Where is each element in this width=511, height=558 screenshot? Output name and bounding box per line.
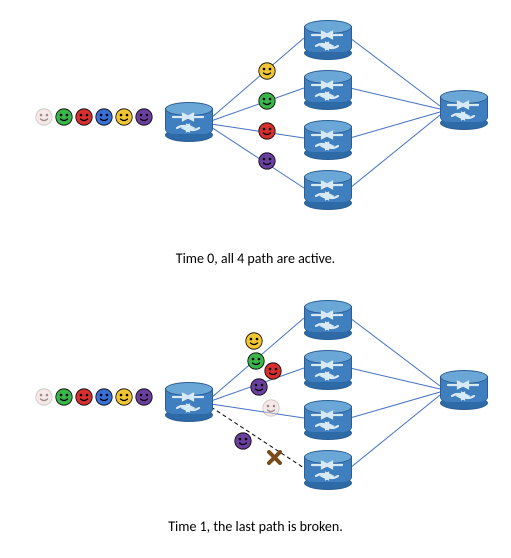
queue-smiley-blue	[95, 388, 113, 406]
caption-t1: Time 1, the last path is broken.	[0, 518, 511, 535]
path-smiley-green	[258, 92, 276, 110]
queue-smiley-green	[55, 388, 73, 406]
path-smiley-purple	[258, 152, 276, 170]
router-m4	[304, 170, 350, 208]
queue-smiley-green	[55, 108, 73, 126]
router-src	[165, 382, 211, 420]
router-m1	[304, 300, 350, 338]
path-smiley-purple	[234, 432, 252, 450]
router-src	[165, 102, 211, 140]
queue-smiley-yellow	[115, 388, 133, 406]
path-smiley-purple	[250, 378, 268, 396]
router-m3	[304, 120, 350, 158]
path-smiley-yellow	[245, 332, 263, 350]
queue-smiley-purple	[135, 388, 153, 406]
queue-smiley-blue	[95, 108, 113, 126]
caption-t0: Time 0, all 4 path are active.	[0, 250, 511, 267]
router-dst	[440, 90, 486, 128]
router-m3	[304, 400, 350, 438]
queue-smiley-purple	[135, 108, 153, 126]
queue-smiley-yellow	[115, 108, 133, 126]
router-m4	[304, 450, 350, 488]
queue-smiley-pink	[35, 108, 53, 126]
queue-smiley-pink	[35, 388, 53, 406]
router-m2	[304, 350, 350, 388]
diagram-t0	[0, 10, 511, 230]
queue-smiley-red	[75, 108, 93, 126]
router-m1	[304, 20, 350, 58]
path-smiley-red	[258, 122, 276, 140]
queue-smiley-red	[75, 388, 93, 406]
broken-path-x-icon	[267, 450, 282, 465]
router-dst	[440, 370, 486, 408]
router-m2	[304, 70, 350, 108]
path-smiley-pink	[262, 399, 280, 417]
diagram-t1	[0, 290, 511, 510]
path-smiley-green	[247, 352, 265, 370]
path-smiley-yellow	[258, 62, 276, 80]
